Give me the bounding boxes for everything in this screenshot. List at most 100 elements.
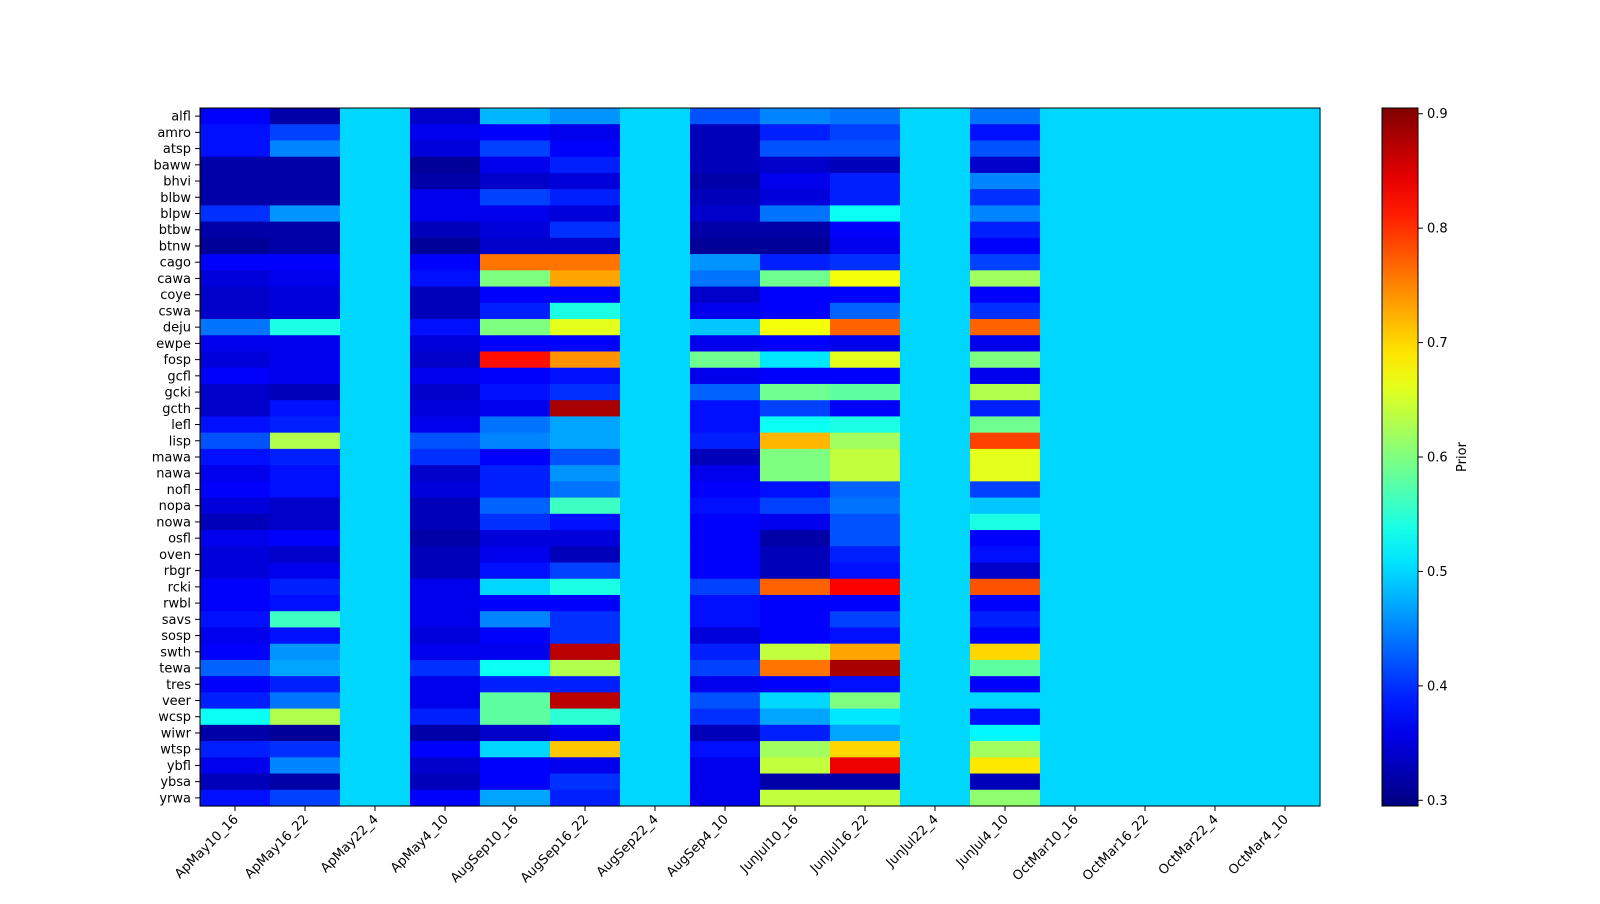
heatmap-cell bbox=[550, 189, 621, 206]
heatmap-cell bbox=[1110, 465, 1181, 482]
heatmap-cell bbox=[900, 546, 971, 564]
heatmap-cell bbox=[1250, 611, 1321, 629]
y-tick-label: mawa bbox=[152, 451, 191, 466]
heatmap-cell bbox=[970, 708, 1041, 726]
colorbar-tick-label: 0.9 bbox=[1427, 107, 1448, 122]
heatmap-cell bbox=[1110, 708, 1181, 726]
heatmap-cell bbox=[410, 319, 481, 336]
heatmap-cell bbox=[1040, 643, 1111, 661]
heatmap-cell bbox=[270, 156, 341, 174]
heatmap-cell bbox=[760, 465, 831, 482]
heatmap-cell bbox=[550, 546, 621, 564]
heatmap-cell bbox=[620, 578, 691, 596]
heatmap-cell bbox=[970, 237, 1041, 255]
y-tick-label: ewpe bbox=[156, 337, 191, 352]
heatmap-cell bbox=[270, 270, 341, 288]
heatmap-cell bbox=[340, 627, 411, 645]
heatmap-cell bbox=[1110, 627, 1181, 645]
heatmap-cell bbox=[480, 513, 551, 531]
heatmap-cell bbox=[410, 659, 481, 677]
heatmap-cell bbox=[200, 578, 271, 596]
y-tick-label: nofl bbox=[167, 483, 191, 498]
heatmap-cell bbox=[1110, 270, 1181, 288]
heatmap-cell bbox=[1250, 270, 1321, 288]
heatmap-cell bbox=[760, 335, 831, 353]
heatmap-cell bbox=[550, 562, 621, 580]
y-tick-label: btnw bbox=[159, 239, 192, 254]
heatmap-cell bbox=[620, 676, 691, 693]
heatmap-cell bbox=[620, 286, 691, 304]
heatmap-cell bbox=[900, 741, 971, 758]
heatmap-cell bbox=[690, 692, 761, 710]
heatmap-cell bbox=[690, 481, 761, 499]
heatmap-cell bbox=[900, 302, 971, 320]
heatmap-cell bbox=[970, 432, 1041, 450]
heatmap-cell bbox=[550, 416, 621, 434]
heatmap-cell bbox=[760, 594, 831, 612]
heatmap-cell bbox=[200, 676, 271, 693]
heatmap-cell bbox=[200, 172, 271, 190]
heatmap-cell bbox=[620, 659, 691, 677]
heatmap-cell bbox=[200, 611, 271, 629]
heatmap-cell bbox=[1040, 156, 1111, 174]
heatmap-cell bbox=[200, 448, 271, 466]
heatmap-cell bbox=[1110, 789, 1181, 807]
heatmap-cell bbox=[1180, 237, 1251, 255]
heatmap-cell bbox=[830, 140, 901, 158]
heatmap-cell bbox=[970, 692, 1041, 710]
heatmap-cell bbox=[900, 643, 971, 661]
heatmap-cell bbox=[620, 773, 691, 791]
heatmap-cell bbox=[410, 156, 481, 174]
heatmap-cell bbox=[830, 319, 901, 336]
heatmap-cell bbox=[1110, 611, 1181, 629]
heatmap-cell bbox=[1040, 189, 1111, 206]
heatmap-cell bbox=[900, 465, 971, 482]
heatmap-cell bbox=[1180, 156, 1251, 174]
y-tick-label: osfl bbox=[168, 532, 191, 547]
heatmap-cell bbox=[1180, 448, 1251, 466]
heatmap-cell bbox=[1250, 546, 1321, 564]
heatmap-cell bbox=[340, 156, 411, 174]
heatmap-cell bbox=[620, 562, 691, 580]
heatmap-cell bbox=[410, 302, 481, 320]
heatmap-cell bbox=[550, 530, 621, 547]
heatmap-cell bbox=[830, 578, 901, 596]
heatmap-cell bbox=[340, 513, 411, 531]
heatmap-cell bbox=[550, 611, 621, 629]
heatmap-cell bbox=[200, 400, 271, 418]
heatmap-cell bbox=[620, 367, 691, 385]
heatmap-cell bbox=[480, 400, 551, 418]
heatmap-cell bbox=[620, 383, 691, 401]
heatmap-cell bbox=[760, 172, 831, 190]
heatmap-cell bbox=[900, 773, 971, 791]
x-tick-label: JunJul4_10 bbox=[953, 812, 1012, 871]
heatmap-cell bbox=[690, 156, 761, 174]
heatmap-cell bbox=[690, 270, 761, 288]
heatmap-cell bbox=[1180, 335, 1251, 353]
heatmap-cell bbox=[550, 156, 621, 174]
heatmap-cell bbox=[1110, 108, 1181, 125]
heatmap-cell bbox=[1040, 383, 1111, 401]
heatmap-cell bbox=[1180, 578, 1251, 596]
heatmap-cell bbox=[270, 562, 341, 580]
heatmap-cell bbox=[480, 708, 551, 726]
heatmap-cell bbox=[620, 611, 691, 629]
heatmap-cell bbox=[270, 627, 341, 645]
heatmap-cell bbox=[270, 546, 341, 564]
y-tick-label: gcth bbox=[162, 402, 191, 417]
heatmap-cell bbox=[270, 773, 341, 791]
heatmap-cell bbox=[830, 189, 901, 206]
heatmap-cell bbox=[900, 205, 971, 223]
heatmap-cell bbox=[690, 448, 761, 466]
heatmap-cell bbox=[900, 335, 971, 353]
heatmap-cell bbox=[900, 497, 971, 515]
heatmap-cell bbox=[620, 546, 691, 564]
heatmap-cell bbox=[690, 400, 761, 418]
heatmap-cell bbox=[620, 270, 691, 288]
heatmap-cell bbox=[480, 741, 551, 758]
heatmap-cell bbox=[900, 432, 971, 450]
y-tick-label: nawa bbox=[156, 467, 191, 482]
heatmap-cell bbox=[1250, 124, 1321, 142]
heatmap-cell bbox=[760, 286, 831, 304]
heatmap-cell bbox=[200, 124, 271, 142]
